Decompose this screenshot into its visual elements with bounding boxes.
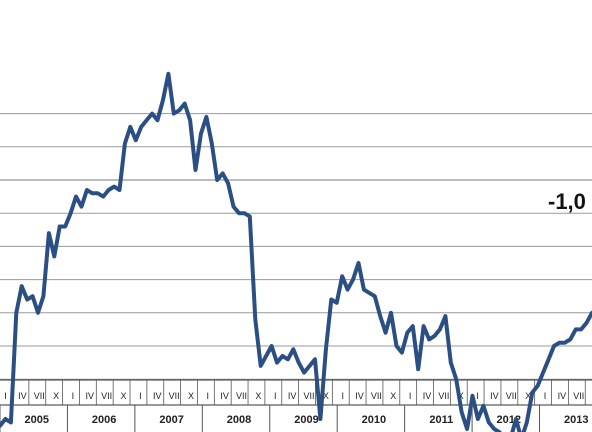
month-tick-label: VII xyxy=(438,391,449,401)
month-tick-label: X xyxy=(121,391,127,401)
month-tick-label: VII xyxy=(303,391,314,401)
year-label: 2009 xyxy=(294,414,318,426)
month-tick-label: I xyxy=(207,391,210,401)
month-tick-label: X xyxy=(53,391,59,401)
x-axis: I IV VII X 2005 I IV VII X 2006 I IV VII X 2007 I IV VII X… xyxy=(0,379,592,432)
month-tick-label: X xyxy=(255,391,261,401)
month-tick-label: IV xyxy=(153,391,162,401)
month-tick-label: I xyxy=(544,391,547,401)
year-label: 2008 xyxy=(227,414,251,426)
month-tick-label: X xyxy=(525,391,531,401)
end-annotation: -1,0 xyxy=(548,189,586,214)
year-label: 2007 xyxy=(159,414,183,426)
month-tick-label: I xyxy=(476,391,479,401)
year-label: 2013 xyxy=(564,414,588,426)
month-tick-label: VII xyxy=(101,391,112,401)
month-tick-label: X xyxy=(390,391,396,401)
month-tick-label: I xyxy=(274,391,277,401)
month-tick-label: VII xyxy=(506,391,517,401)
month-tick-label: IV xyxy=(288,391,297,401)
month-tick-label: I xyxy=(72,391,75,401)
series-line xyxy=(0,71,592,432)
month-tick-label: X xyxy=(188,391,194,401)
month-tick-label: IV xyxy=(490,391,499,401)
month-tick-label: VII xyxy=(169,391,180,401)
month-tick-label: IV xyxy=(86,391,95,401)
year-label: 2006 xyxy=(92,414,116,426)
year-label: 2005 xyxy=(24,414,48,426)
month-tick-label: I xyxy=(409,391,412,401)
month-tick-label: IV xyxy=(355,391,364,401)
month-tick-label: IV xyxy=(220,391,229,401)
month-tick-label: IV xyxy=(18,391,27,401)
month-tick-label: VII xyxy=(573,391,584,401)
month-tick-label: IV xyxy=(423,391,432,401)
grid-lines xyxy=(0,113,592,380)
year-label: 2010 xyxy=(362,414,386,426)
month-tick-label: I xyxy=(341,391,344,401)
month-tick-label: VII xyxy=(236,391,247,401)
month-tick-label: VII xyxy=(371,391,382,401)
month-tick-label: I xyxy=(4,391,7,401)
month-tick-label: I xyxy=(139,391,142,401)
month-tick-label: IV xyxy=(558,391,567,401)
month-tick-label: VII xyxy=(34,391,45,401)
month-tick-label: X xyxy=(323,391,329,401)
year-label: 2011 xyxy=(429,414,453,426)
